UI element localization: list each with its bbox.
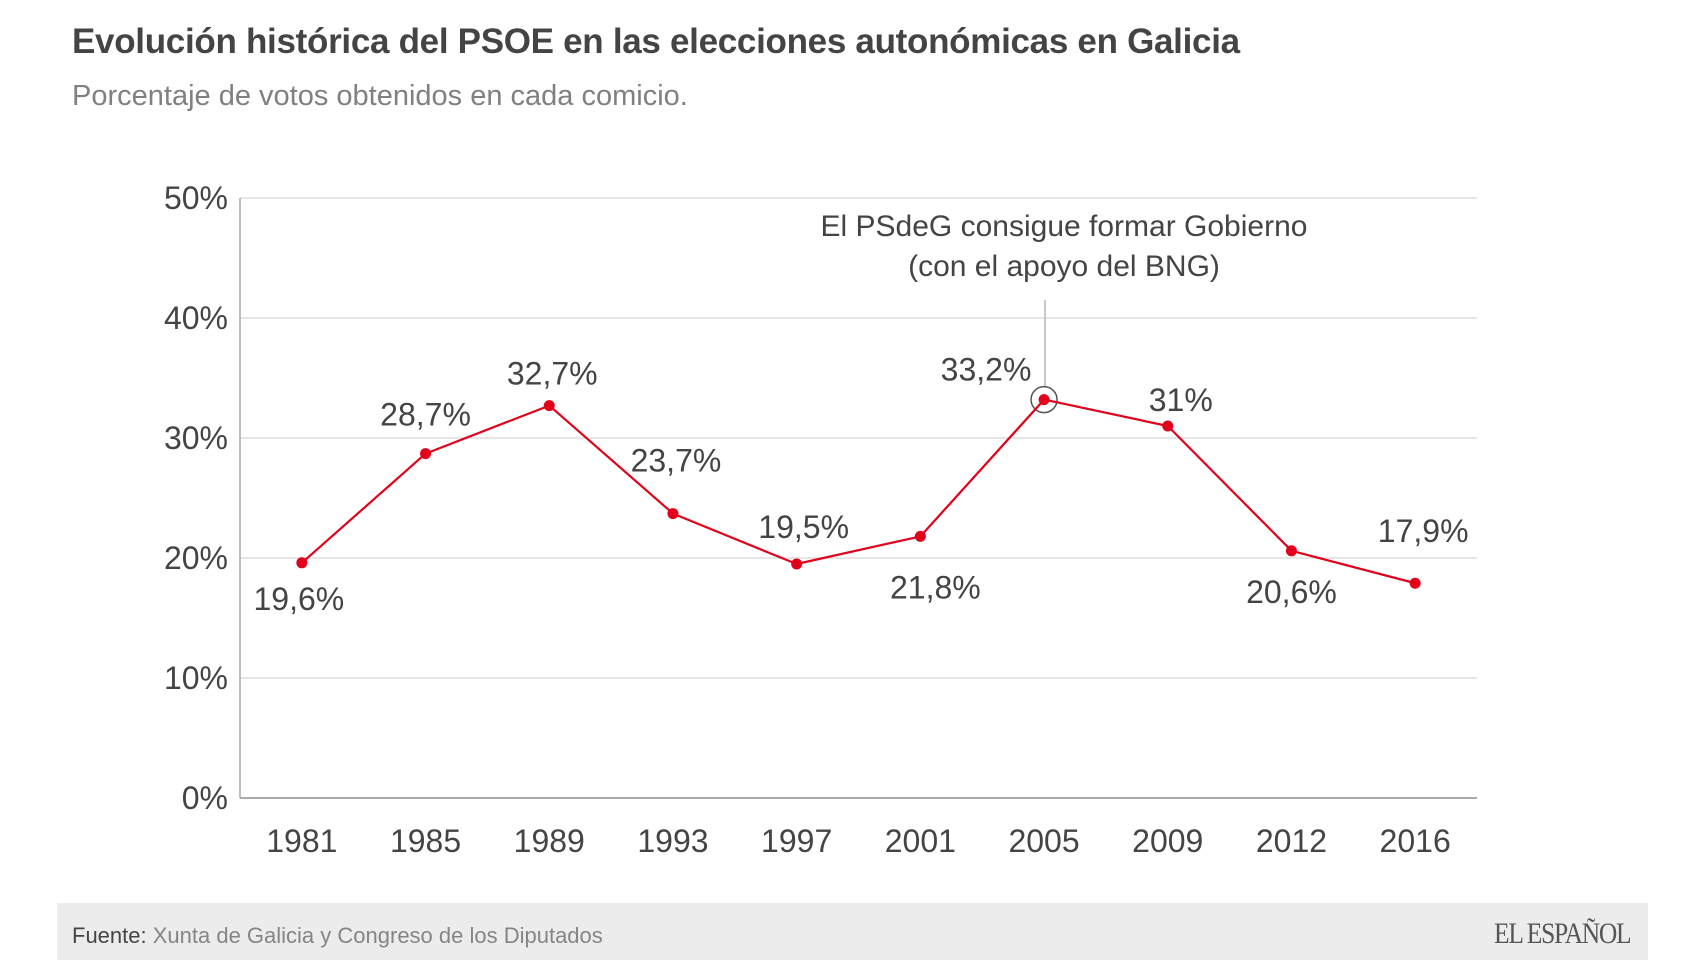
line-chart: 0% 10% 20% 30% 40% 50% 1981 1985 1989 1993 1997 20… xyxy=(164,180,1477,859)
footer: Fuente: Xunta de Galicia y Congreso de l… xyxy=(57,903,1648,960)
data-point xyxy=(420,448,432,460)
x-tick-label: 2005 xyxy=(1008,823,1079,859)
x-tick-label: 1981 xyxy=(266,823,337,859)
y-tick-label: 0% xyxy=(182,780,228,816)
data-point xyxy=(1409,577,1421,589)
chart-title: Evolución histórica del PSOE en las elec… xyxy=(72,22,1240,61)
annotation: El PSdeG consigue formar Gobierno (con el… xyxy=(821,210,1308,414)
gridlines xyxy=(240,197,1477,679)
data-point xyxy=(543,400,555,412)
data-label: 21,8% xyxy=(890,569,981,605)
x-tick-label: 1993 xyxy=(637,823,708,859)
x-tick-label: 1989 xyxy=(514,823,585,859)
data-point xyxy=(1285,545,1297,557)
x-tick-label: 2016 xyxy=(1380,823,1451,859)
series-psoe xyxy=(296,394,1421,589)
series-line xyxy=(301,398,1416,585)
y-tick-label: 10% xyxy=(164,660,228,696)
data-point xyxy=(791,558,803,570)
y-axis-ticks: 0% 10% 20% 30% 40% 50% xyxy=(164,180,228,816)
source-note: Fuente: Xunta de Galicia y Congreso de l… xyxy=(72,923,603,949)
y-tick-label: 40% xyxy=(164,300,228,336)
x-tick-label: 2012 xyxy=(1256,823,1327,859)
data-point xyxy=(1038,394,1050,406)
data-label: 23,7% xyxy=(631,443,722,479)
y-tick-label: 20% xyxy=(164,540,228,576)
data-point xyxy=(914,530,926,542)
data-label: 17,9% xyxy=(1378,513,1469,549)
data-label: 31% xyxy=(1149,382,1213,418)
y-tick-label: 30% xyxy=(164,420,228,456)
annotation-text: (con el apoyo del BNG) xyxy=(908,250,1220,283)
data-label: 28,7% xyxy=(380,397,471,433)
x-tick-label: 1985 xyxy=(390,823,461,859)
data-label: 19,5% xyxy=(758,509,849,545)
data-point xyxy=(296,557,308,569)
x-tick-label: 2001 xyxy=(885,823,956,859)
source-text: Xunta de Galicia y Congreso de los Diput… xyxy=(152,923,603,948)
source-label: Fuente: xyxy=(72,923,147,948)
chart-subtitle: Porcentaje de votos obtenidos en cada co… xyxy=(72,80,688,112)
data-label: 19,6% xyxy=(253,581,344,617)
data-labels: 19,6% 28,7% 32,7% 23,7% 19,5% 21,8% 33,2% 31% 20… xyxy=(253,352,1468,617)
annotation-text: El PSdeG consigue formar Gobierno xyxy=(821,210,1308,243)
x-tick-label: 1997 xyxy=(761,823,832,859)
data-point xyxy=(667,508,679,520)
y-tick-label: 50% xyxy=(164,180,228,216)
data-label: 20,6% xyxy=(1246,574,1337,610)
data-point xyxy=(1162,420,1174,432)
x-axis-ticks: 1981 1985 1989 1993 1997 2001 2005 2009 2012 2016 xyxy=(266,823,1450,859)
el-espanol-logo: EL ESPAÑOL xyxy=(1493,917,1632,950)
annotation-highlight-circle xyxy=(1030,385,1058,414)
axes xyxy=(239,198,1477,799)
data-label: 32,7% xyxy=(507,356,598,392)
x-tick-label: 2009 xyxy=(1132,823,1203,859)
data-label: 33,2% xyxy=(941,352,1032,388)
